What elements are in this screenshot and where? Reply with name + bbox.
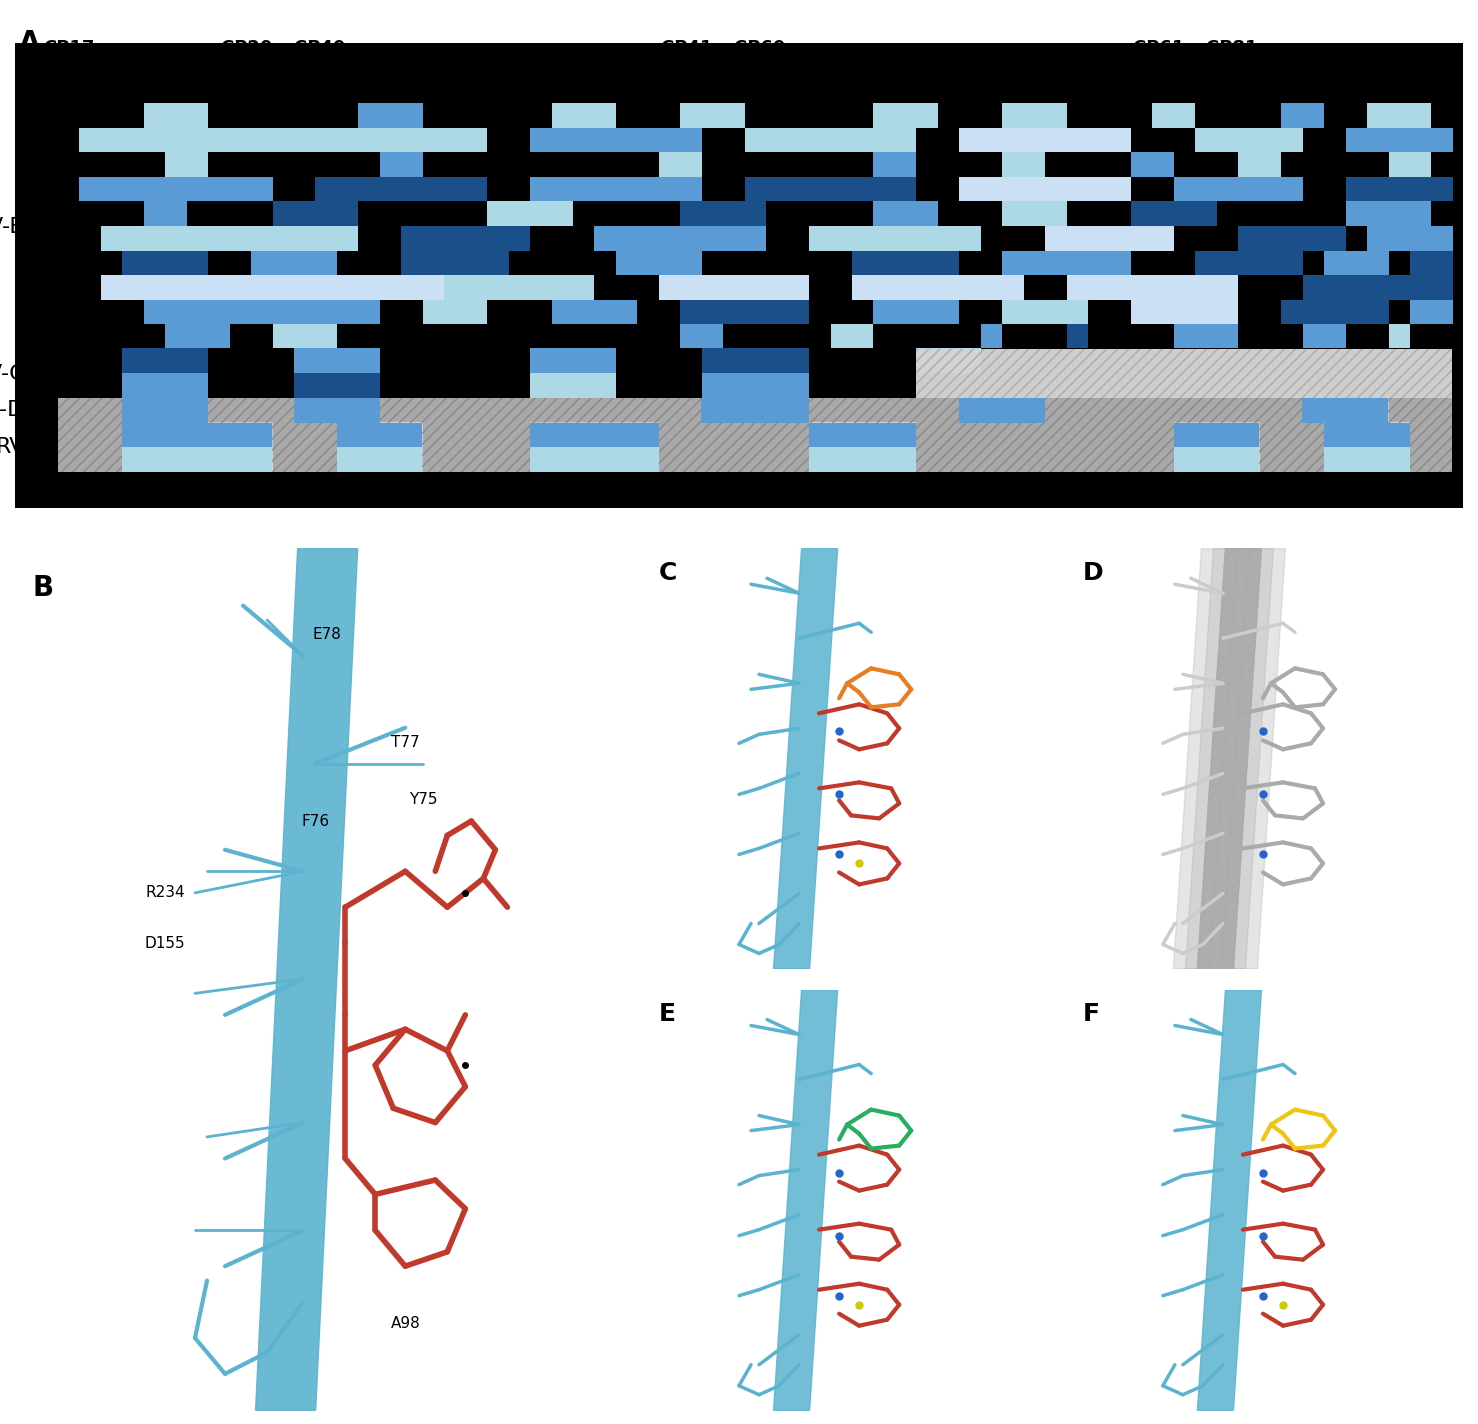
Text: D155: D155 bbox=[145, 936, 185, 951]
Text: CP41 – CP60: CP41 – CP60 bbox=[661, 40, 785, 57]
Text: CP20 – CP40: CP20 – CP40 bbox=[220, 40, 346, 57]
Bar bbox=[294, 399, 380, 423]
Bar bbox=[916, 349, 1453, 399]
Text: E: E bbox=[659, 1002, 675, 1027]
Text: EV-C: EV-C bbox=[0, 363, 25, 383]
Bar bbox=[123, 423, 272, 447]
Text: CP61 – CP81: CP61 – CP81 bbox=[1132, 40, 1258, 57]
Bar bbox=[808, 447, 916, 471]
Text: EV-B: EV-B bbox=[0, 216, 25, 236]
Text: E78: E78 bbox=[313, 627, 341, 642]
Text: RV: RV bbox=[0, 437, 25, 457]
Bar bbox=[337, 447, 423, 471]
Bar bbox=[1174, 423, 1259, 447]
Bar bbox=[1324, 423, 1410, 447]
Text: CP17: CP17 bbox=[43, 40, 95, 57]
Text: Y75: Y75 bbox=[409, 792, 437, 807]
Bar bbox=[58, 399, 1453, 423]
Bar bbox=[123, 447, 272, 471]
Bar bbox=[337, 423, 423, 447]
Text: A98: A98 bbox=[390, 1316, 420, 1331]
Text: C: C bbox=[659, 561, 677, 585]
Bar bbox=[808, 423, 916, 447]
Text: B: B bbox=[33, 574, 53, 602]
Text: D: D bbox=[1083, 561, 1104, 585]
Text: R234: R234 bbox=[145, 886, 185, 900]
Bar bbox=[1302, 399, 1388, 423]
Bar bbox=[959, 399, 1045, 423]
Bar bbox=[58, 423, 1453, 471]
Text: T77: T77 bbox=[392, 735, 420, 749]
Bar bbox=[1324, 447, 1410, 471]
Bar bbox=[702, 399, 808, 423]
Bar bbox=[1174, 447, 1259, 471]
Bar bbox=[529, 447, 659, 471]
Text: EV-D: EV-D bbox=[0, 400, 25, 420]
Bar bbox=[123, 399, 208, 423]
Bar bbox=[916, 349, 1453, 399]
Text: F: F bbox=[1083, 1002, 1100, 1027]
Text: F76: F76 bbox=[302, 813, 330, 829]
Bar bbox=[529, 423, 659, 447]
Text: A: A bbox=[19, 30, 40, 57]
